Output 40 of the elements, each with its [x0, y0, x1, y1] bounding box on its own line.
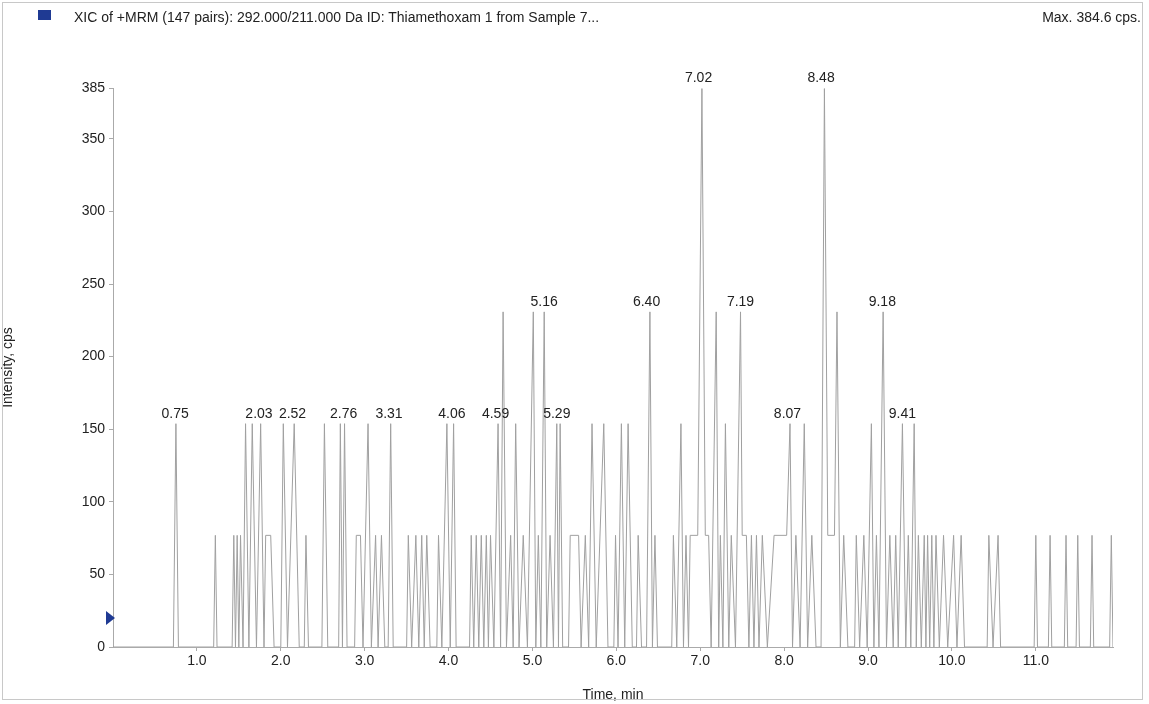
- x-tick-label: 4.0: [438, 652, 459, 669]
- annotation: 2.03: [245, 404, 273, 421]
- annotation: 4.59: [481, 404, 510, 421]
- x-tick-label: 7.0: [690, 652, 711, 669]
- x-tick-label: 6.0: [606, 652, 627, 669]
- y-tick-label: 200: [81, 347, 106, 364]
- y-tick-label: 0: [97, 637, 106, 654]
- annotation: 4.06: [438, 404, 466, 421]
- annotation: 2.76: [330, 404, 358, 421]
- annotation: 8.07: [773, 404, 802, 421]
- x-tick-label: 9.0: [858, 652, 878, 669]
- chart-title: XIC of +MRM (147 pairs): 292.000/211.000 Da ID: Thiamethoxam 1 from Sample 7...: [74, 9, 600, 25]
- y-tick-label: 300: [81, 202, 106, 219]
- annotation: 7.02: [684, 69, 713, 86]
- y-axis-title: Intensity, cps: [0, 327, 16, 408]
- annotation: 5.29: [543, 404, 571, 421]
- x-tick-label: 1.0: [187, 652, 207, 669]
- annotation: 5.16: [530, 292, 559, 309]
- text: Max. 384.6 cps.: [1042, 9, 1141, 25]
- x-tick-label: 3.0: [354, 652, 375, 669]
- y-tick-label: 100: [81, 492, 106, 509]
- annotation: 2.52: [278, 404, 307, 421]
- y-tick-label: 350: [81, 129, 106, 146]
- x-tick-label: 8.0: [774, 652, 795, 669]
- x-axis-title: Time, min: [582, 686, 644, 703]
- x-tick-label: 5.0: [522, 652, 543, 669]
- annotation: 9.18: [868, 292, 897, 309]
- y-tick-label: 250: [81, 274, 106, 291]
- y-tick-label: 50: [89, 565, 106, 582]
- annotation: 0.75: [161, 404, 189, 421]
- annotation: 3.31: [375, 404, 403, 421]
- annotation: 8.48: [807, 69, 835, 86]
- x-tick-label: 10.0: [938, 652, 966, 669]
- x-tick-label: 11.0: [1022, 652, 1050, 669]
- annotation: 7.19: [726, 292, 755, 309]
- x-tick-label: 2.0: [271, 652, 291, 669]
- y-tick-label: 385: [81, 78, 106, 95]
- annotation: 6.40: [632, 292, 661, 309]
- annotation: 9.41: [888, 404, 917, 421]
- y-tick-label: 150: [81, 420, 106, 437]
